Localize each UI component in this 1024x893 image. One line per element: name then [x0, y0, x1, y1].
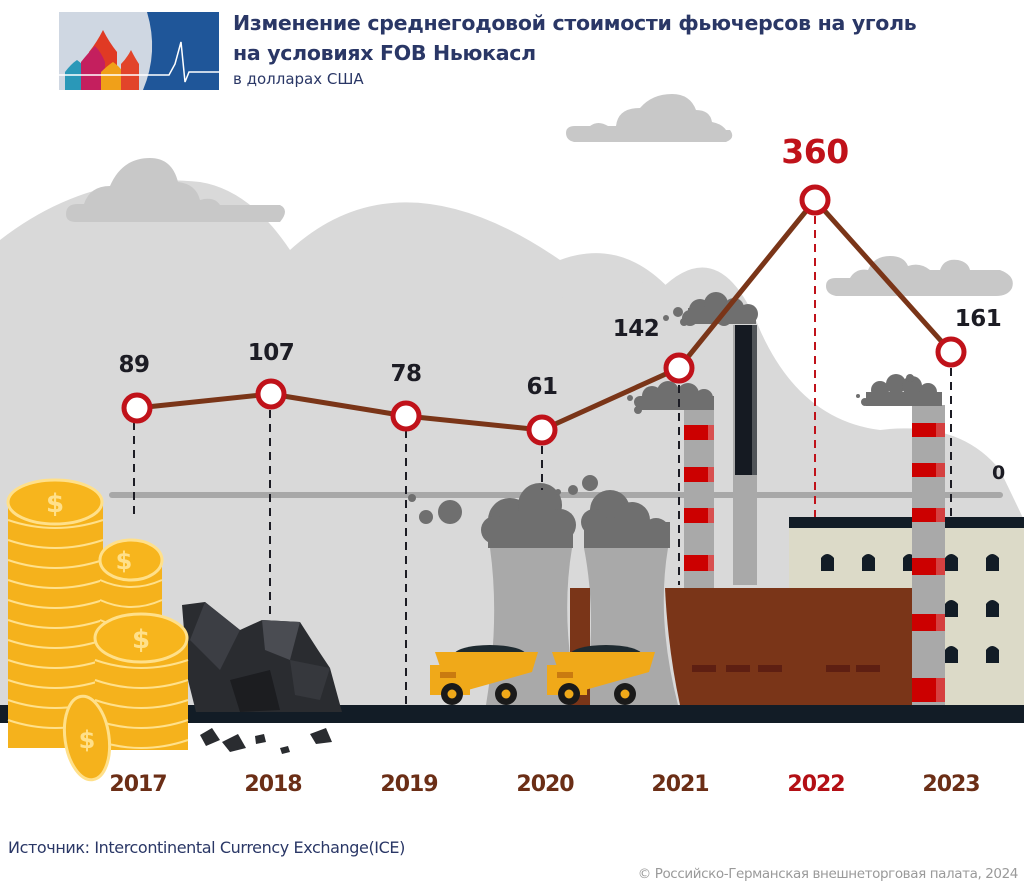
value-label-2017: 89	[118, 352, 150, 378]
svg-text:$: $	[116, 547, 133, 575]
marker-2017	[121, 392, 153, 424]
striped-chimney-left	[684, 405, 714, 588]
coin-stacks-icon: $ $ $ $	[6, 478, 189, 782]
marker-2023	[935, 336, 967, 368]
chart-title-line2: на условиях FOB Ньюкасл	[233, 41, 536, 65]
copyright-note: © Российско-Германская внешнеторговая па…	[637, 866, 1019, 882]
svg-text:$: $	[132, 625, 150, 655]
x-tick-2017: 2017	[109, 772, 167, 797]
value-label-2019: 78	[390, 361, 422, 387]
x-tick-2021: 2021	[651, 772, 709, 797]
value-label-2023: 161	[954, 306, 1002, 332]
header: Изменение среднегодовой стоимости фьючер…	[233, 8, 917, 88]
drop-lines	[133, 216, 952, 705]
truck-icon-1	[430, 645, 538, 705]
x-tick-2018: 2018	[244, 772, 302, 797]
dark-chimney	[733, 325, 757, 585]
x-tick-2019: 2019	[380, 772, 438, 797]
value-label-2018: 107	[247, 340, 295, 366]
svg-text:$: $	[79, 726, 96, 754]
coal-pile-icon	[182, 602, 342, 754]
marker-2021	[663, 352, 695, 384]
marker-2022	[799, 184, 831, 216]
source-note: Источник: Intercontinental Currency Exch…	[8, 838, 405, 857]
x-tick-2022: 2022	[787, 772, 845, 797]
x-tick-2020: 2020	[516, 772, 574, 797]
marker-2018	[255, 378, 287, 410]
logo-icon	[59, 12, 219, 90]
chart-title-line1: Изменение среднегодовой стоимости фьючер…	[233, 11, 917, 35]
marker-2019	[390, 400, 422, 432]
chimney-smoke	[627, 292, 942, 414]
striped-chimney-right	[912, 405, 945, 705]
chart-subtitle: в долларах США	[233, 70, 364, 88]
value-label-2020: 61	[526, 374, 558, 400]
data-markers	[121, 184, 967, 446]
baseline-zero-label: 0	[992, 462, 1006, 484]
truck-icon-2	[547, 645, 655, 705]
value-label-2022: 360	[781, 132, 849, 171]
value-label-2021: 142	[612, 316, 660, 342]
svg-text:$: $	[46, 489, 64, 519]
marker-2020	[526, 414, 558, 446]
x-tick-2023: 2023	[922, 772, 980, 797]
